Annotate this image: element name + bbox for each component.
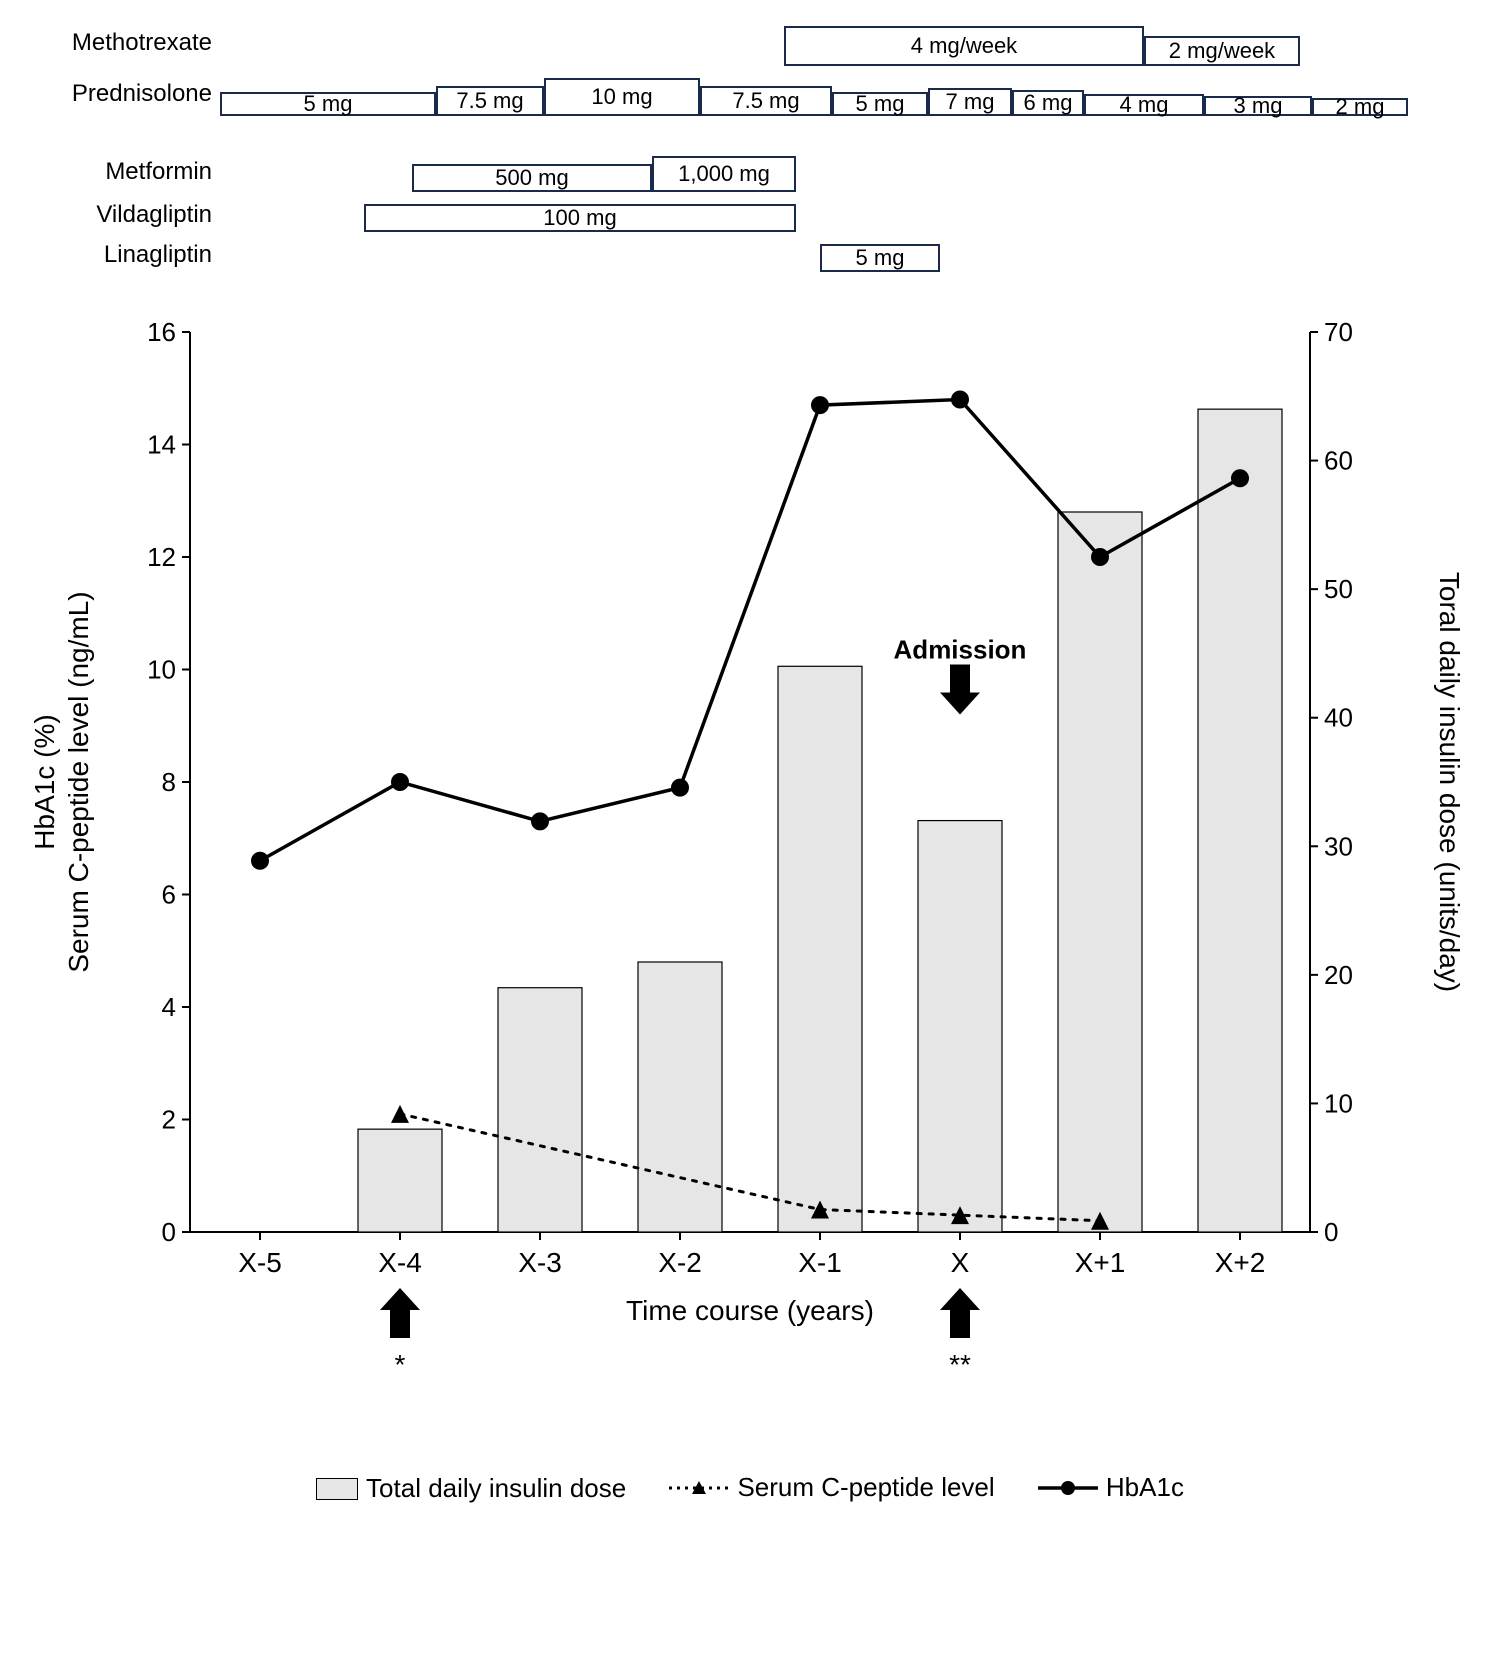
svg-text:0: 0	[1324, 1217, 1338, 1247]
med-segment: 6 mg	[1012, 90, 1084, 116]
svg-text:14: 14	[147, 430, 176, 460]
svg-text:0: 0	[162, 1217, 176, 1247]
svg-text:2: 2	[162, 1105, 176, 1135]
svg-text:X: X	[951, 1247, 970, 1278]
legend-item-hba1c: HbA1c	[1038, 1472, 1184, 1503]
svg-text:8: 8	[162, 767, 176, 797]
med-row-linagliptin: Linagliptin 5 mg	[220, 238, 1480, 272]
svg-text:20: 20	[1324, 960, 1353, 990]
svg-text:X-3: X-3	[518, 1247, 562, 1278]
svg-text:60: 60	[1324, 446, 1353, 476]
svg-text:X-5: X-5	[238, 1247, 282, 1278]
med-row-methotrexate: Methotrexate 4 mg/week2 mg/week	[220, 20, 1480, 66]
med-track: 500 mg1,000 mg	[220, 152, 1420, 192]
svg-text:30: 30	[1324, 831, 1353, 861]
svg-text:X+2: X+2	[1215, 1247, 1266, 1278]
legend-item-cpeptide: Serum C-peptide level	[669, 1472, 994, 1503]
svg-text:12: 12	[147, 542, 176, 572]
med-label-vildagliptin: Vildagliptin	[96, 201, 220, 229]
med-segment: 7.5 mg	[700, 86, 832, 116]
med-segment: 5 mg	[832, 92, 928, 116]
legend-swatch-hba1c	[1038, 1476, 1098, 1500]
svg-text:70: 70	[1324, 317, 1353, 347]
med-segment: 10 mg	[544, 78, 700, 116]
figure-root: Methotrexate 4 mg/week2 mg/week Predniso…	[20, 20, 1480, 1507]
chart-legend: Total daily insulin dose Serum C-peptide…	[20, 1472, 1480, 1507]
med-segment: 5 mg	[220, 92, 436, 116]
svg-text:50: 50	[1324, 574, 1353, 604]
med-segment: 3 mg	[1204, 96, 1312, 116]
svg-text:**: **	[949, 1349, 971, 1380]
legend-label: Serum C-peptide level	[737, 1472, 994, 1503]
svg-text:40: 40	[1324, 703, 1353, 733]
medication-timelines: Methotrexate 4 mg/week2 mg/week Predniso…	[220, 20, 1480, 272]
svg-text:X-4: X-4	[378, 1247, 422, 1278]
med-label-metformin: Metformin	[105, 158, 220, 186]
med-segment: 4 mg	[1084, 94, 1204, 116]
med-segment: 7.5 mg	[436, 86, 544, 116]
med-segment: 2 mg	[1312, 98, 1408, 116]
svg-text:X+1: X+1	[1075, 1247, 1126, 1278]
med-row-vildagliptin: Vildagliptin 100 mg	[220, 198, 1480, 232]
med-segment: 5 mg	[820, 244, 940, 272]
med-segment: 500 mg	[412, 164, 652, 192]
med-track: 4 mg/week2 mg/week	[220, 20, 1420, 66]
svg-text:X-1: X-1	[798, 1247, 842, 1278]
legend-item-insulin: Total daily insulin dose	[316, 1473, 626, 1504]
med-track: 5 mg	[220, 238, 1420, 272]
med-label-methotrexate: Methotrexate	[72, 29, 220, 57]
med-segment: 100 mg	[364, 204, 796, 232]
med-track: 5 mg7.5 mg10 mg7.5 mg5 mg7 mg6 mg4 mg3 m…	[220, 72, 1420, 116]
svg-text:16: 16	[147, 317, 176, 347]
svg-text:Time course (years): Time course (years)	[626, 1295, 874, 1326]
med-label-linagliptin: Linagliptin	[104, 241, 220, 269]
legend-swatch-cpeptide	[669, 1476, 729, 1500]
med-row-metformin: Metformin 500 mg1,000 mg	[220, 152, 1480, 192]
med-row-prednisolone: Prednisolone 5 mg7.5 mg10 mg7.5 mg5 mg7 …	[220, 72, 1480, 116]
svg-text:4: 4	[162, 992, 176, 1022]
spacer	[220, 122, 1480, 152]
legend-label: HbA1c	[1106, 1472, 1184, 1503]
svg-text:X-2: X-2	[658, 1247, 702, 1278]
chart-container: 0 2 4 6 8 10 12 14 16 0 10 20 30 40 50 60 70 X-5 X-4 X-3 X-2…	[20, 302, 1480, 1462]
svg-text:Toral daily insulin dose (unit: Toral daily insulin dose (units/day)	[1434, 572, 1465, 992]
med-segment: 1,000 mg	[652, 156, 796, 192]
svg-text:6: 6	[162, 880, 176, 910]
legend-label: Total daily insulin dose	[366, 1473, 626, 1504]
svg-text:*: *	[395, 1349, 406, 1380]
legend-swatch-bar	[316, 1478, 358, 1500]
med-segment: 7 mg	[928, 88, 1012, 116]
svg-text:10: 10	[1324, 1088, 1353, 1118]
med-segment: 2 mg/week	[1144, 36, 1300, 66]
combo-chart: 0 2 4 6 8 10 12 14 16 0 10 20 30 40 50 60 70 X-5 X-4 X-3 X-2…	[20, 302, 1480, 1462]
svg-text:10: 10	[147, 655, 176, 685]
med-segment: 4 mg/week	[784, 26, 1144, 66]
med-track: 100 mg	[220, 198, 1420, 232]
svg-text:HbA1c (%)Serum C-peptide level: HbA1c (%)Serum C-peptide level (ng/mL)	[29, 591, 94, 972]
med-label-prednisolone: Prednisolone	[72, 80, 220, 108]
svg-text:Admission: Admission	[894, 635, 1027, 665]
